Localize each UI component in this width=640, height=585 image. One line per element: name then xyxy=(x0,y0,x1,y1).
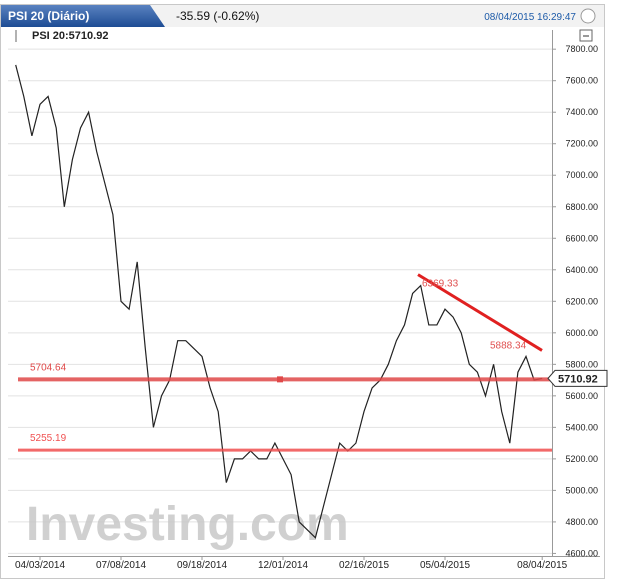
y-tick-label: 7800.00 xyxy=(565,44,598,54)
price-tag-label: 5710.92 xyxy=(558,373,598,385)
y-tick-label: 7000.00 xyxy=(565,170,598,180)
x-tick-label: 12/01/2014 xyxy=(258,560,308,571)
y-tick-label: 7200.00 xyxy=(565,139,598,149)
y-tick-label: 6400.00 xyxy=(565,265,598,275)
y-tick-label: 6000.00 xyxy=(565,328,598,338)
x-tick-label: 08/04/2015 xyxy=(517,560,567,571)
header-tab xyxy=(1,5,165,27)
watermark: Investing.com xyxy=(26,498,349,551)
frame xyxy=(0,4,605,579)
y-tick-label: 5800.00 xyxy=(565,359,598,369)
x-tick-label: 02/16/2015 xyxy=(339,560,389,571)
y-tick-label: 6800.00 xyxy=(565,202,598,212)
y-tick-label: 7600.00 xyxy=(565,76,598,86)
x-tick-label: 05/04/2015 xyxy=(420,560,470,571)
y-tick-label: 6200.00 xyxy=(565,296,598,306)
y-tick-label: 5400.00 xyxy=(565,422,598,432)
trend-label: 6369.33 xyxy=(422,279,459,290)
x-tick-label: 07/08/2014 xyxy=(96,560,146,571)
header-title: PSI 20 (Diário) xyxy=(8,9,89,23)
y-tick-label: 5200.00 xyxy=(565,454,598,464)
y-tick-label: 7400.00 xyxy=(565,107,598,117)
refresh-button[interactable] xyxy=(580,8,596,24)
level-label: 5255.19 xyxy=(30,433,67,444)
trend-label: 5888.34 xyxy=(490,340,527,351)
header-change: -35.59 (-0.62%) xyxy=(176,9,259,23)
header-datetime: 08/04/2015 16:29:47 xyxy=(484,12,576,23)
x-tick-label: 04/03/2014 xyxy=(15,560,65,571)
y-tick-label: 4800.00 xyxy=(565,517,598,527)
y-tick-label: 4600.00 xyxy=(565,548,598,558)
indicator-label: PSI 20:5710.92 xyxy=(32,30,108,42)
level-label: 5704.64 xyxy=(30,362,67,373)
level-handle xyxy=(277,376,283,383)
y-tick-label: 6600.00 xyxy=(565,233,598,243)
price-tag xyxy=(547,369,608,387)
y-tick-label: 5000.00 xyxy=(565,485,598,495)
y-tick-label: 5600.00 xyxy=(565,391,598,401)
x-tick-label: 09/18/2014 xyxy=(177,560,227,571)
trend-line xyxy=(417,273,543,352)
